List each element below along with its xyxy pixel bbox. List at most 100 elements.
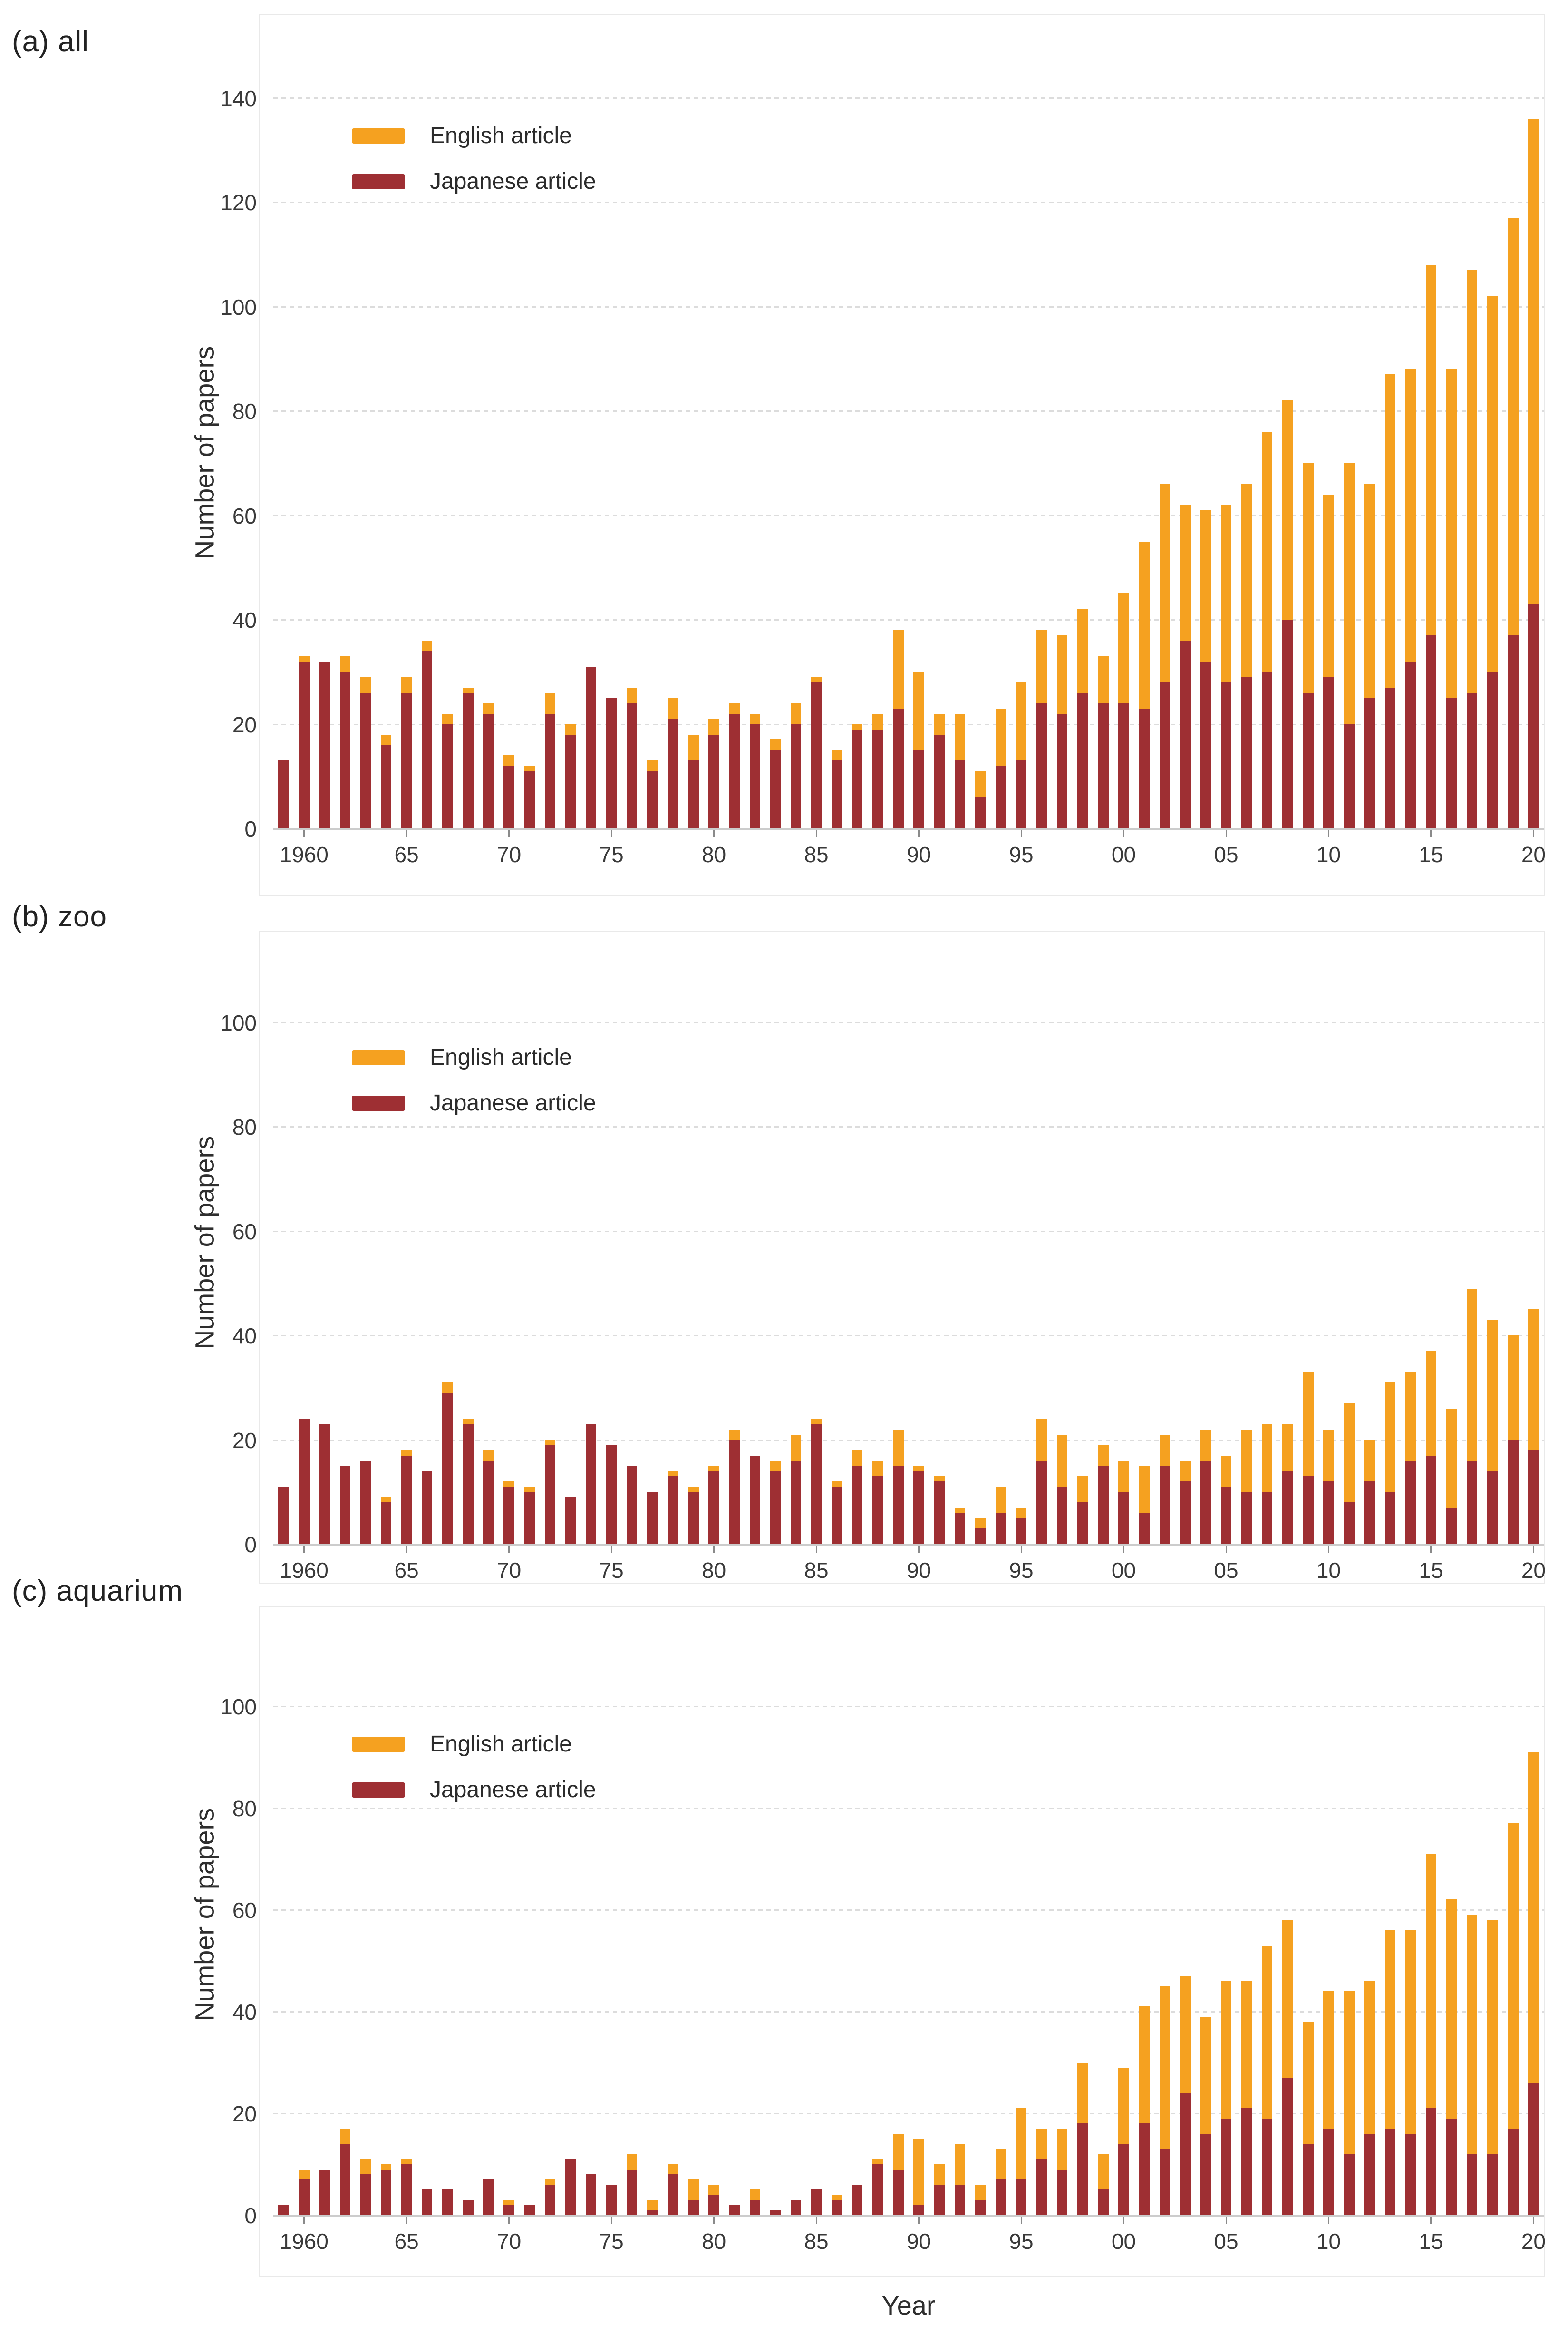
y-tick-label-80: 80 xyxy=(232,1115,257,1140)
x-tick-label-1975: 75 xyxy=(599,1558,624,1583)
bar-japanese-c-1975 xyxy=(606,2184,617,2215)
x-tick-label-1995: 95 xyxy=(1009,1558,1034,1583)
panel-b-legend-japanese: Japanese article xyxy=(352,1090,596,1116)
bar-english-a-1968 xyxy=(463,687,474,693)
bar-english-b-1996 xyxy=(1036,1419,1047,1461)
bar-english-b-1999 xyxy=(1098,1445,1109,1466)
bar-japanese-a-2018 xyxy=(1487,671,1498,828)
x-tick-mark-2020 xyxy=(1532,830,1534,837)
bar-english-a-2016 xyxy=(1446,369,1457,698)
english-article-label: English article xyxy=(430,1045,572,1070)
bar-japanese-c-1998 xyxy=(1077,2123,1088,2215)
bar-japanese-b-2014 xyxy=(1405,1460,1416,1544)
y-tick-label-40: 40 xyxy=(232,608,257,633)
bar-japanese-b-1968 xyxy=(463,1424,474,1544)
bar-english-a-2019 xyxy=(1508,218,1519,636)
bar-japanese-b-2012 xyxy=(1364,1481,1375,1544)
gridline-y-20 xyxy=(273,723,1544,725)
bar-english-c-2014 xyxy=(1405,1930,1416,2134)
bar-japanese-a-1983 xyxy=(770,750,781,828)
bar-english-c-2001 xyxy=(1139,2006,1150,2124)
panel-a-legend-english: English article xyxy=(352,123,572,149)
bar-english-c-1978 xyxy=(668,2164,678,2175)
bar-japanese-c-2018 xyxy=(1487,2154,1498,2215)
bar-english-a-1980 xyxy=(708,719,719,735)
bar-japanese-c-2020 xyxy=(1528,2082,1539,2215)
bar-japanese-b-2002 xyxy=(1159,1466,1170,1544)
bar-japanese-c-1986 xyxy=(831,2199,842,2215)
bar-english-a-2015 xyxy=(1425,265,1437,636)
bar-japanese-c-1964 xyxy=(380,2169,392,2215)
bar-english-c-2009 xyxy=(1303,2022,1314,2144)
x-tick-mark-2005 xyxy=(1225,830,1227,837)
bar-english-a-2011 xyxy=(1344,463,1355,724)
x-tick-mark-1960 xyxy=(303,1546,305,1553)
bar-japanese-b-2000 xyxy=(1118,1492,1129,1544)
bar-japanese-c-1978 xyxy=(668,2174,678,2215)
bar-english-c-2002 xyxy=(1159,1986,1170,2149)
bar-japanese-b-1967 xyxy=(442,1392,453,1544)
bar-english-b-2013 xyxy=(1384,1382,1395,1492)
gridline-y-100 xyxy=(273,306,1544,308)
bar-japanese-b-1980 xyxy=(708,1471,719,1544)
bar-japanese-b-1972 xyxy=(544,1445,555,1544)
bar-japanese-b-1984 xyxy=(790,1460,802,1544)
bar-japanese-a-1976 xyxy=(626,703,638,828)
x-tick-mark-1965 xyxy=(406,1546,407,1553)
gridline-y-40 xyxy=(273,1335,1544,1337)
bar-english-c-2015 xyxy=(1425,1854,1437,2109)
bar-japanese-b-2020 xyxy=(1528,1450,1539,1544)
bar-english-c-2017 xyxy=(1466,1915,1478,2154)
bar-english-a-1988 xyxy=(872,713,883,730)
bar-english-b-1989 xyxy=(893,1429,904,1466)
x-tick-label-1990: 90 xyxy=(906,2229,931,2254)
bar-japanese-a-1989 xyxy=(893,708,904,828)
gridline-y-120 xyxy=(273,202,1544,204)
x-tick-mark-1995 xyxy=(1020,2217,1022,2224)
bar-japanese-b-2015 xyxy=(1425,1455,1437,1544)
bar-english-c-1972 xyxy=(544,2179,555,2185)
x-tick-mark-1965 xyxy=(406,2217,407,2224)
x-tick-label-2000: 00 xyxy=(1111,1558,1136,1583)
bar-japanese-a-2000 xyxy=(1118,703,1129,828)
bar-english-b-1988 xyxy=(872,1460,883,1477)
x-tick-label-1960: 1960 xyxy=(280,2229,329,2254)
bar-english-a-1985 xyxy=(811,677,822,682)
bar-japanese-a-1959 xyxy=(278,760,289,828)
x-tick-label-1990: 90 xyxy=(906,842,931,867)
panel-c-plot-area xyxy=(273,1615,1544,2217)
bar-japanese-b-1993 xyxy=(975,1528,986,1544)
panel-b-plot-area xyxy=(273,942,1544,1546)
bar-japanese-a-1960 xyxy=(299,661,310,828)
bar-japanese-b-1962 xyxy=(339,1466,351,1544)
bar-japanese-b-1964 xyxy=(380,1502,392,1544)
bar-japanese-b-1963 xyxy=(360,1460,371,1544)
x-tick-label-1960: 1960 xyxy=(280,1558,329,1583)
bar-english-a-2013 xyxy=(1384,374,1395,688)
x-tick-mark-1970 xyxy=(508,830,510,837)
bar-japanese-a-1995 xyxy=(1016,760,1027,828)
bar-japanese-c-1994 xyxy=(995,2179,1007,2215)
bar-english-a-2008 xyxy=(1282,400,1293,620)
bar-english-a-2009 xyxy=(1303,463,1314,693)
bar-japanese-c-2009 xyxy=(1303,2144,1314,2215)
bar-english-c-2008 xyxy=(1282,1920,1293,2078)
x-tick-label-2000: 00 xyxy=(1111,842,1136,867)
bar-english-a-1978 xyxy=(668,698,678,719)
bar-japanese-c-2012 xyxy=(1364,2133,1375,2215)
x-tick-mark-1970 xyxy=(508,2217,510,2224)
x-tick-mark-2000 xyxy=(1123,2217,1125,2224)
y-tick-label-60: 60 xyxy=(232,1219,257,1244)
x-tick-mark-2010 xyxy=(1327,830,1329,837)
bar-japanese-a-2005 xyxy=(1220,682,1232,828)
bar-japanese-c-2002 xyxy=(1159,2149,1170,2215)
bar-japanese-c-2014 xyxy=(1405,2133,1416,2215)
x-tick-label-1985: 85 xyxy=(804,2229,829,2254)
bar-japanese-b-1986 xyxy=(831,1487,842,1544)
bar-japanese-c-2003 xyxy=(1180,2093,1191,2215)
bar-english-a-1979 xyxy=(688,734,699,761)
bar-japanese-c-2019 xyxy=(1508,2129,1519,2215)
x-tick-label-2000: 00 xyxy=(1111,2229,1136,2254)
bar-english-a-1998 xyxy=(1077,609,1088,693)
panel-c-title: (c) aquarium xyxy=(12,1575,183,1607)
